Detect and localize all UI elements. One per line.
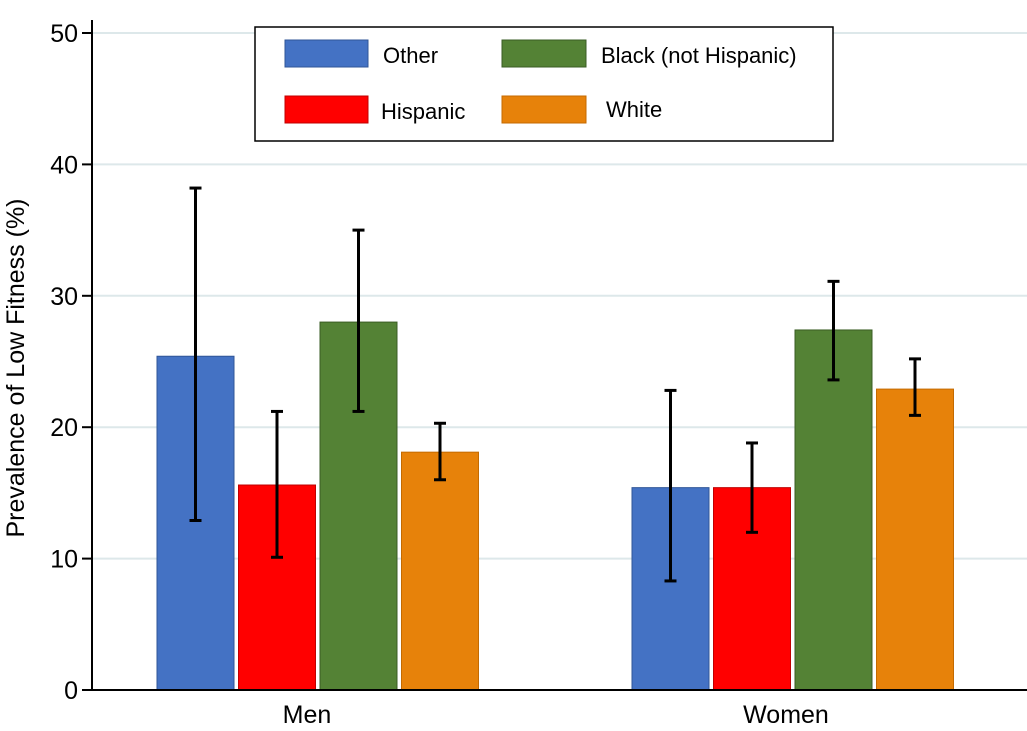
y-tick-label: 50: [50, 20, 78, 48]
category-label-men: Men: [283, 701, 332, 729]
error-bar-women-white: [909, 357, 921, 417]
legend-swatch-white: [501, 95, 587, 124]
bar-women-black-not-hispanic: [794, 329, 873, 691]
bars: [156, 321, 954, 691]
y-tick-label: 30: [50, 283, 78, 311]
legend-label-black: Black (not Hispanic): [601, 43, 797, 68]
y-tick-label: 10: [50, 546, 78, 574]
error-bar-men-white: [434, 421, 446, 482]
y-ticks: 0 10 20 30 40 50: [50, 20, 92, 705]
legend-swatch-hispanic: [284, 95, 369, 124]
legend-label-other: Other: [383, 43, 438, 68]
error-bar-men-other: [189, 186, 202, 522]
legend: Other Black (not Hispanic) Hispanic Whit…: [254, 26, 834, 142]
error-bar-women-black-not-hispanic: [827, 279, 840, 382]
legend-label-white: White: [606, 97, 662, 122]
y-tick-label: 0: [64, 677, 78, 705]
error-bar-women-other: [664, 388, 677, 583]
error-bar-men-hispanic: [271, 409, 283, 559]
error-bars: [189, 186, 921, 583]
legend-swatch-other: [284, 39, 369, 68]
bar-men-white: [401, 451, 479, 691]
y-axis-title: Prevalence of Low Fitness (%): [2, 198, 30, 537]
bar-women-white: [876, 388, 954, 691]
y-tick-label: 40: [50, 151, 78, 179]
axes: [91, 20, 1027, 691]
category-label-women: Women: [743, 701, 829, 729]
error-bar-women-hispanic: [746, 441, 758, 534]
legend-label-hispanic: Hispanic: [381, 99, 465, 124]
x-categories: Men Women: [283, 701, 829, 729]
y-tick-label: 20: [50, 414, 78, 442]
error-bar-men-black-not-hispanic: [352, 228, 365, 413]
legend-swatch-black: [501, 39, 587, 68]
